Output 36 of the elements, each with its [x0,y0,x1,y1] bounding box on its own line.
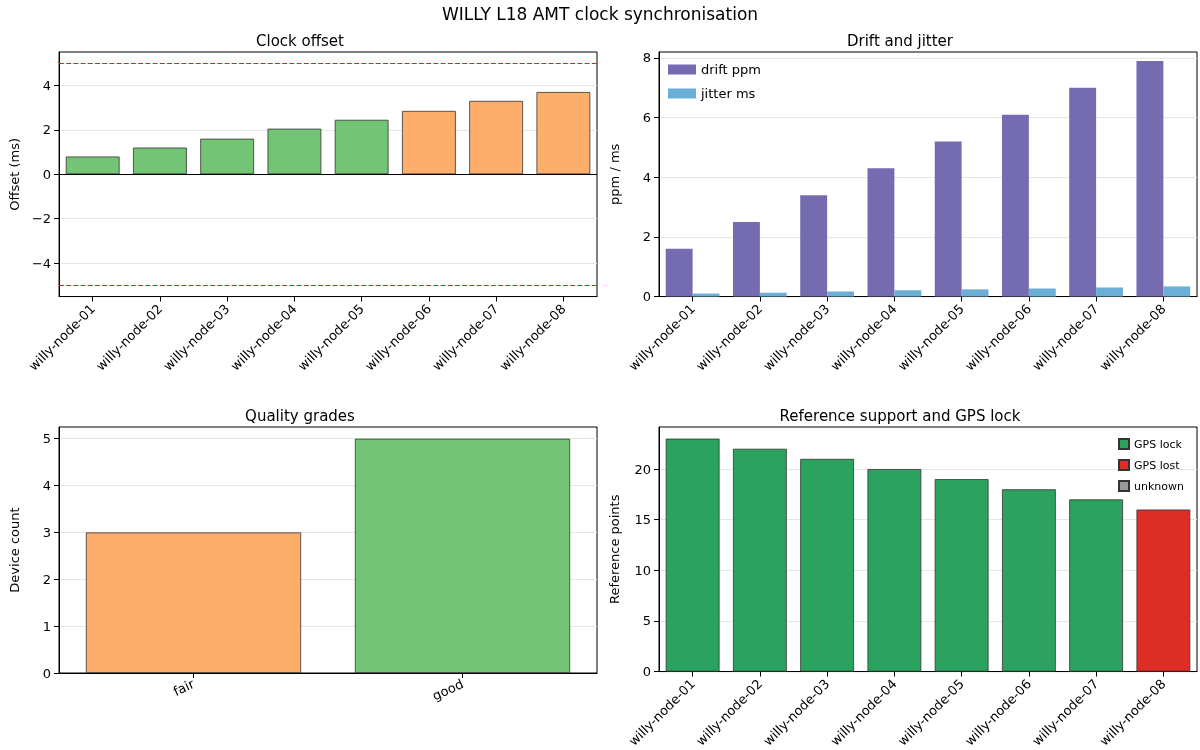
y-tick-label: 20 [634,461,651,477]
y-tick-label: 1 [42,618,51,634]
y-tick-label: 0 [42,665,51,681]
legend-label: GPS lock [1134,437,1183,451]
text: WILLY L18 AMT clock synchronisation [440,3,760,26]
y-tick-label: 2 [42,571,51,587]
y-axis-title: ppm / ms [607,143,622,205]
y-tick-label: 5 [42,431,51,447]
legend-label: jitter ms [700,86,756,101]
y-tick-label: 2 [42,122,52,138]
y-tick-label: 15 [634,512,651,528]
legend-label: GPS lost [1134,458,1181,472]
y-tick-label: −4 [31,255,52,271]
chart-title: Quality grades [245,406,356,425]
y-axis-title: Reference points [607,494,622,605]
y-tick-label: 8 [642,50,651,66]
y-tick-label: 10 [634,562,651,578]
y-tick-label: 3 [42,524,51,540]
chart-title: Drift and jitter [846,31,954,50]
y-tick-label: 4 [42,77,52,93]
y-axis-title: Offset (ms) [7,137,22,211]
y-tick-label: 0 [642,289,651,305]
chart-title: Reference support and GPS lock [779,406,1021,425]
y-tick-label: 0 [642,664,651,680]
y-axis-title: Device count [7,507,22,593]
y-tick-label: 5 [642,613,651,629]
chart-title: Clock offset [256,31,345,50]
y-tick-label: 0 [42,166,52,182]
y-tick-label: 6 [642,110,651,126]
y-tick-label: 4 [42,478,51,494]
y-tick-label: 4 [642,169,651,185]
y-tick-label: −2 [31,211,52,227]
x-tick-label: fair [170,675,198,699]
legend-label: unknown [1134,479,1185,493]
y-tick-label: 2 [642,229,651,245]
legend-label: drift ppm [701,62,761,77]
